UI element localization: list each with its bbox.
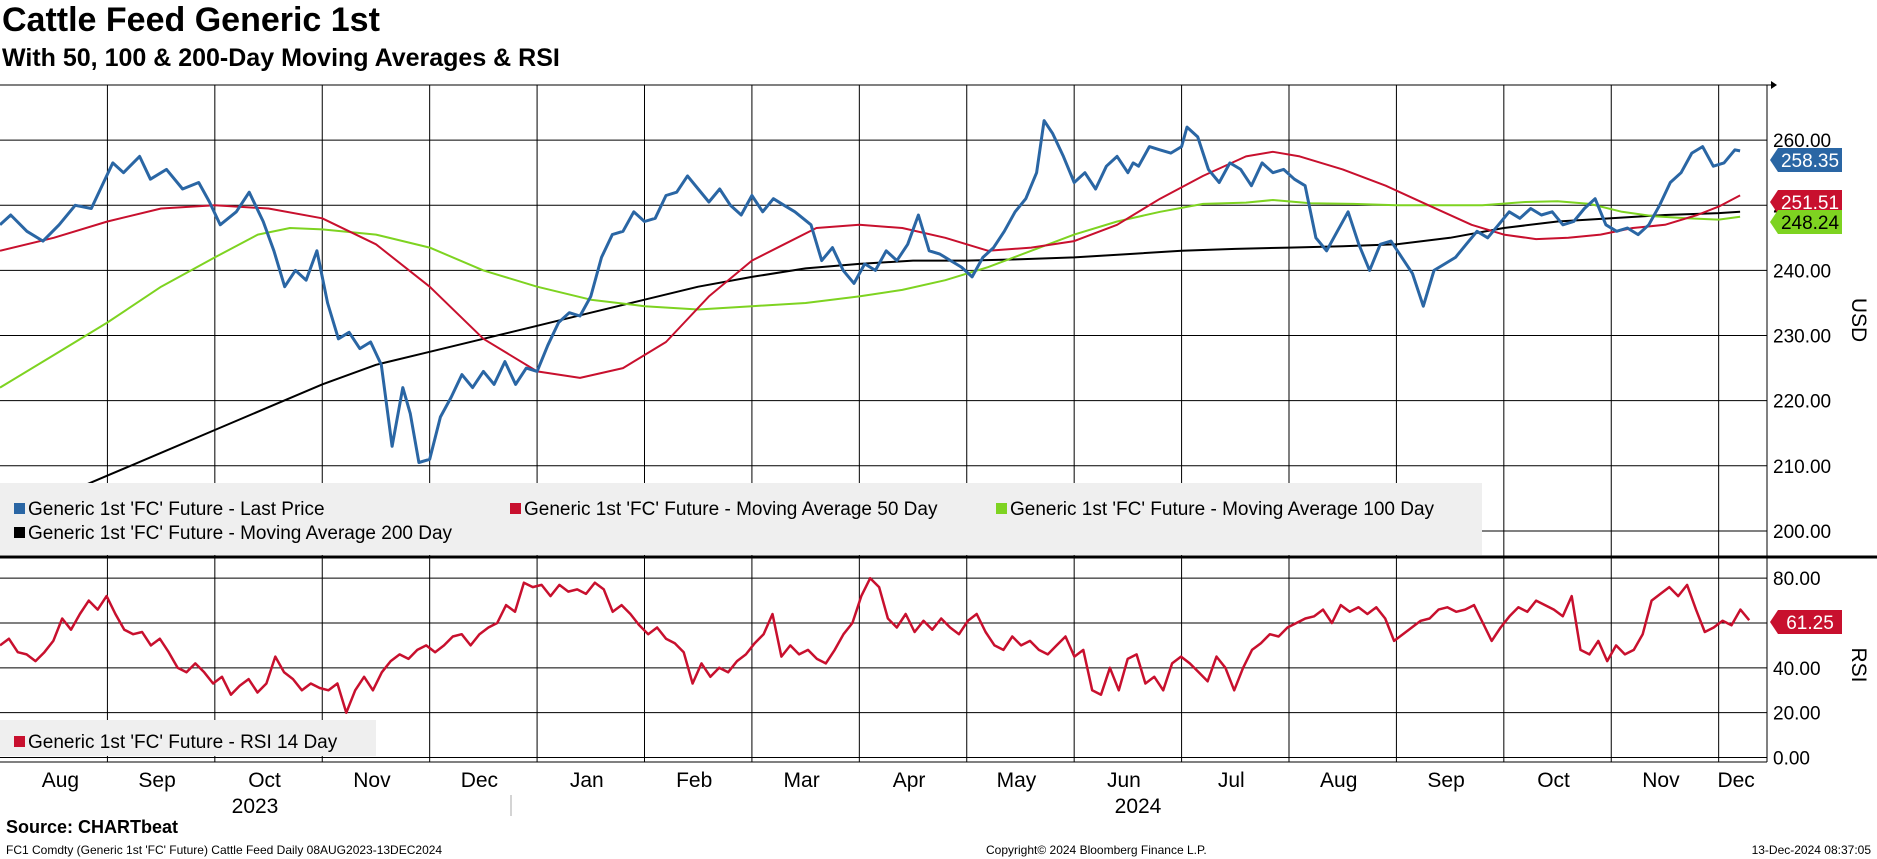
x-tick-label: Nov [1642, 769, 1680, 792]
x-tick-label: May [997, 769, 1037, 792]
series-line-ma50 [0, 150, 1741, 379]
y-tick-label: 260.00 [1773, 131, 1831, 152]
legend-swatch-rsi [14, 736, 25, 747]
x-tick-label: Dec [461, 769, 498, 792]
year-label: 2024 [1115, 795, 1162, 818]
source-label: Source: CHARTbeat [6, 817, 179, 837]
copyright-text: Copyright© 2024 Bloomberg Finance L.P. [986, 843, 1207, 857]
legend-swatch-ma50 [510, 503, 521, 514]
x-tick-label: Aug [42, 769, 79, 792]
x-tick-label: Mar [784, 769, 820, 792]
year-label: 2023 [232, 795, 279, 818]
last-value-tag-ma100 [1770, 210, 1842, 234]
last-value-tag-price [1770, 148, 1842, 172]
rsi-tick-label: 80.00 [1773, 569, 1821, 590]
rsi-tick-label: 0.00 [1773, 749, 1810, 770]
x-tick-label: Sep [138, 769, 175, 792]
grid-lines [0, 85, 1767, 762]
x-tick-label: Jan [570, 769, 604, 792]
y-tick-label: 210.00 [1773, 457, 1831, 478]
x-tick-label: Aug [1320, 769, 1357, 792]
legend-swatch-ma200 [14, 527, 25, 538]
y-tick-label: 200.00 [1773, 522, 1831, 543]
chart-subtitle: With 50, 100 & 200-Day Moving Averages &… [2, 44, 560, 72]
last-value-label-price: 258.35 [1781, 151, 1839, 172]
chart-title: Cattle Feed Generic 1st [2, 1, 380, 39]
last-value-tag-rsi [1770, 610, 1842, 634]
last-value-label-ma50: 251.51 [1781, 193, 1839, 214]
rsi-legend-box [0, 720, 376, 756]
ticker-info: FC1 Comdty (Generic 1st 'FC' Future) Cat… [6, 843, 443, 857]
timestamp: 13-Dec-2024 08:37:05 [1751, 843, 1871, 857]
series-line-rsi [0, 576, 1751, 714]
legend-swatch-price [14, 503, 25, 514]
legend-box [0, 483, 1482, 555]
x-tick-label: Apr [893, 769, 926, 792]
y-tick-label: 230.00 [1773, 327, 1831, 348]
y-tick-label: 220.00 [1773, 392, 1831, 413]
y-axis-title: USD [1847, 298, 1870, 342]
legend-label-ma50: Generic 1st 'FC' Future - Moving Average… [524, 499, 938, 520]
x-tick-label: Nov [353, 769, 391, 792]
last-value-label-rsi: 61.25 [1786, 613, 1834, 634]
series-line-ma200 [0, 210, 1741, 519]
last-value-label-ma100: 248.24 [1781, 213, 1840, 234]
legend-swatch-ma100 [996, 503, 1007, 514]
legend-label-price: Generic 1st 'FC' Future - Last Price [28, 499, 325, 520]
x-tick-label: Feb [676, 769, 712, 792]
series-line-ma100 [0, 199, 1741, 389]
x-tick-label: Dec [1717, 769, 1754, 792]
x-tick-label: Jun [1107, 769, 1141, 792]
rsi-tick-label: 20.00 [1773, 704, 1821, 725]
rsi-tick-label: 40.00 [1773, 659, 1821, 680]
x-tick-label: Sep [1427, 769, 1464, 792]
x-tick-label: Jul [1218, 769, 1245, 792]
rsi-axis-title: RSI [1847, 647, 1870, 682]
x-tick-label: Oct [248, 769, 281, 792]
y-tick-label: 240.00 [1773, 261, 1831, 282]
axis-arrow-icon [1771, 81, 1777, 89]
last-value-tag-ma50 [1770, 190, 1842, 214]
legend-label-ma100: Generic 1st 'FC' Future - Moving Average… [1010, 499, 1435, 520]
series-line-price [0, 119, 1741, 464]
legend-label-ma200: Generic 1st 'FC' Future - Moving Average… [28, 523, 453, 544]
x-tick-label: Oct [1537, 769, 1570, 792]
legend-label-rsi: Generic 1st 'FC' Future - RSI 14 Day [28, 732, 338, 753]
